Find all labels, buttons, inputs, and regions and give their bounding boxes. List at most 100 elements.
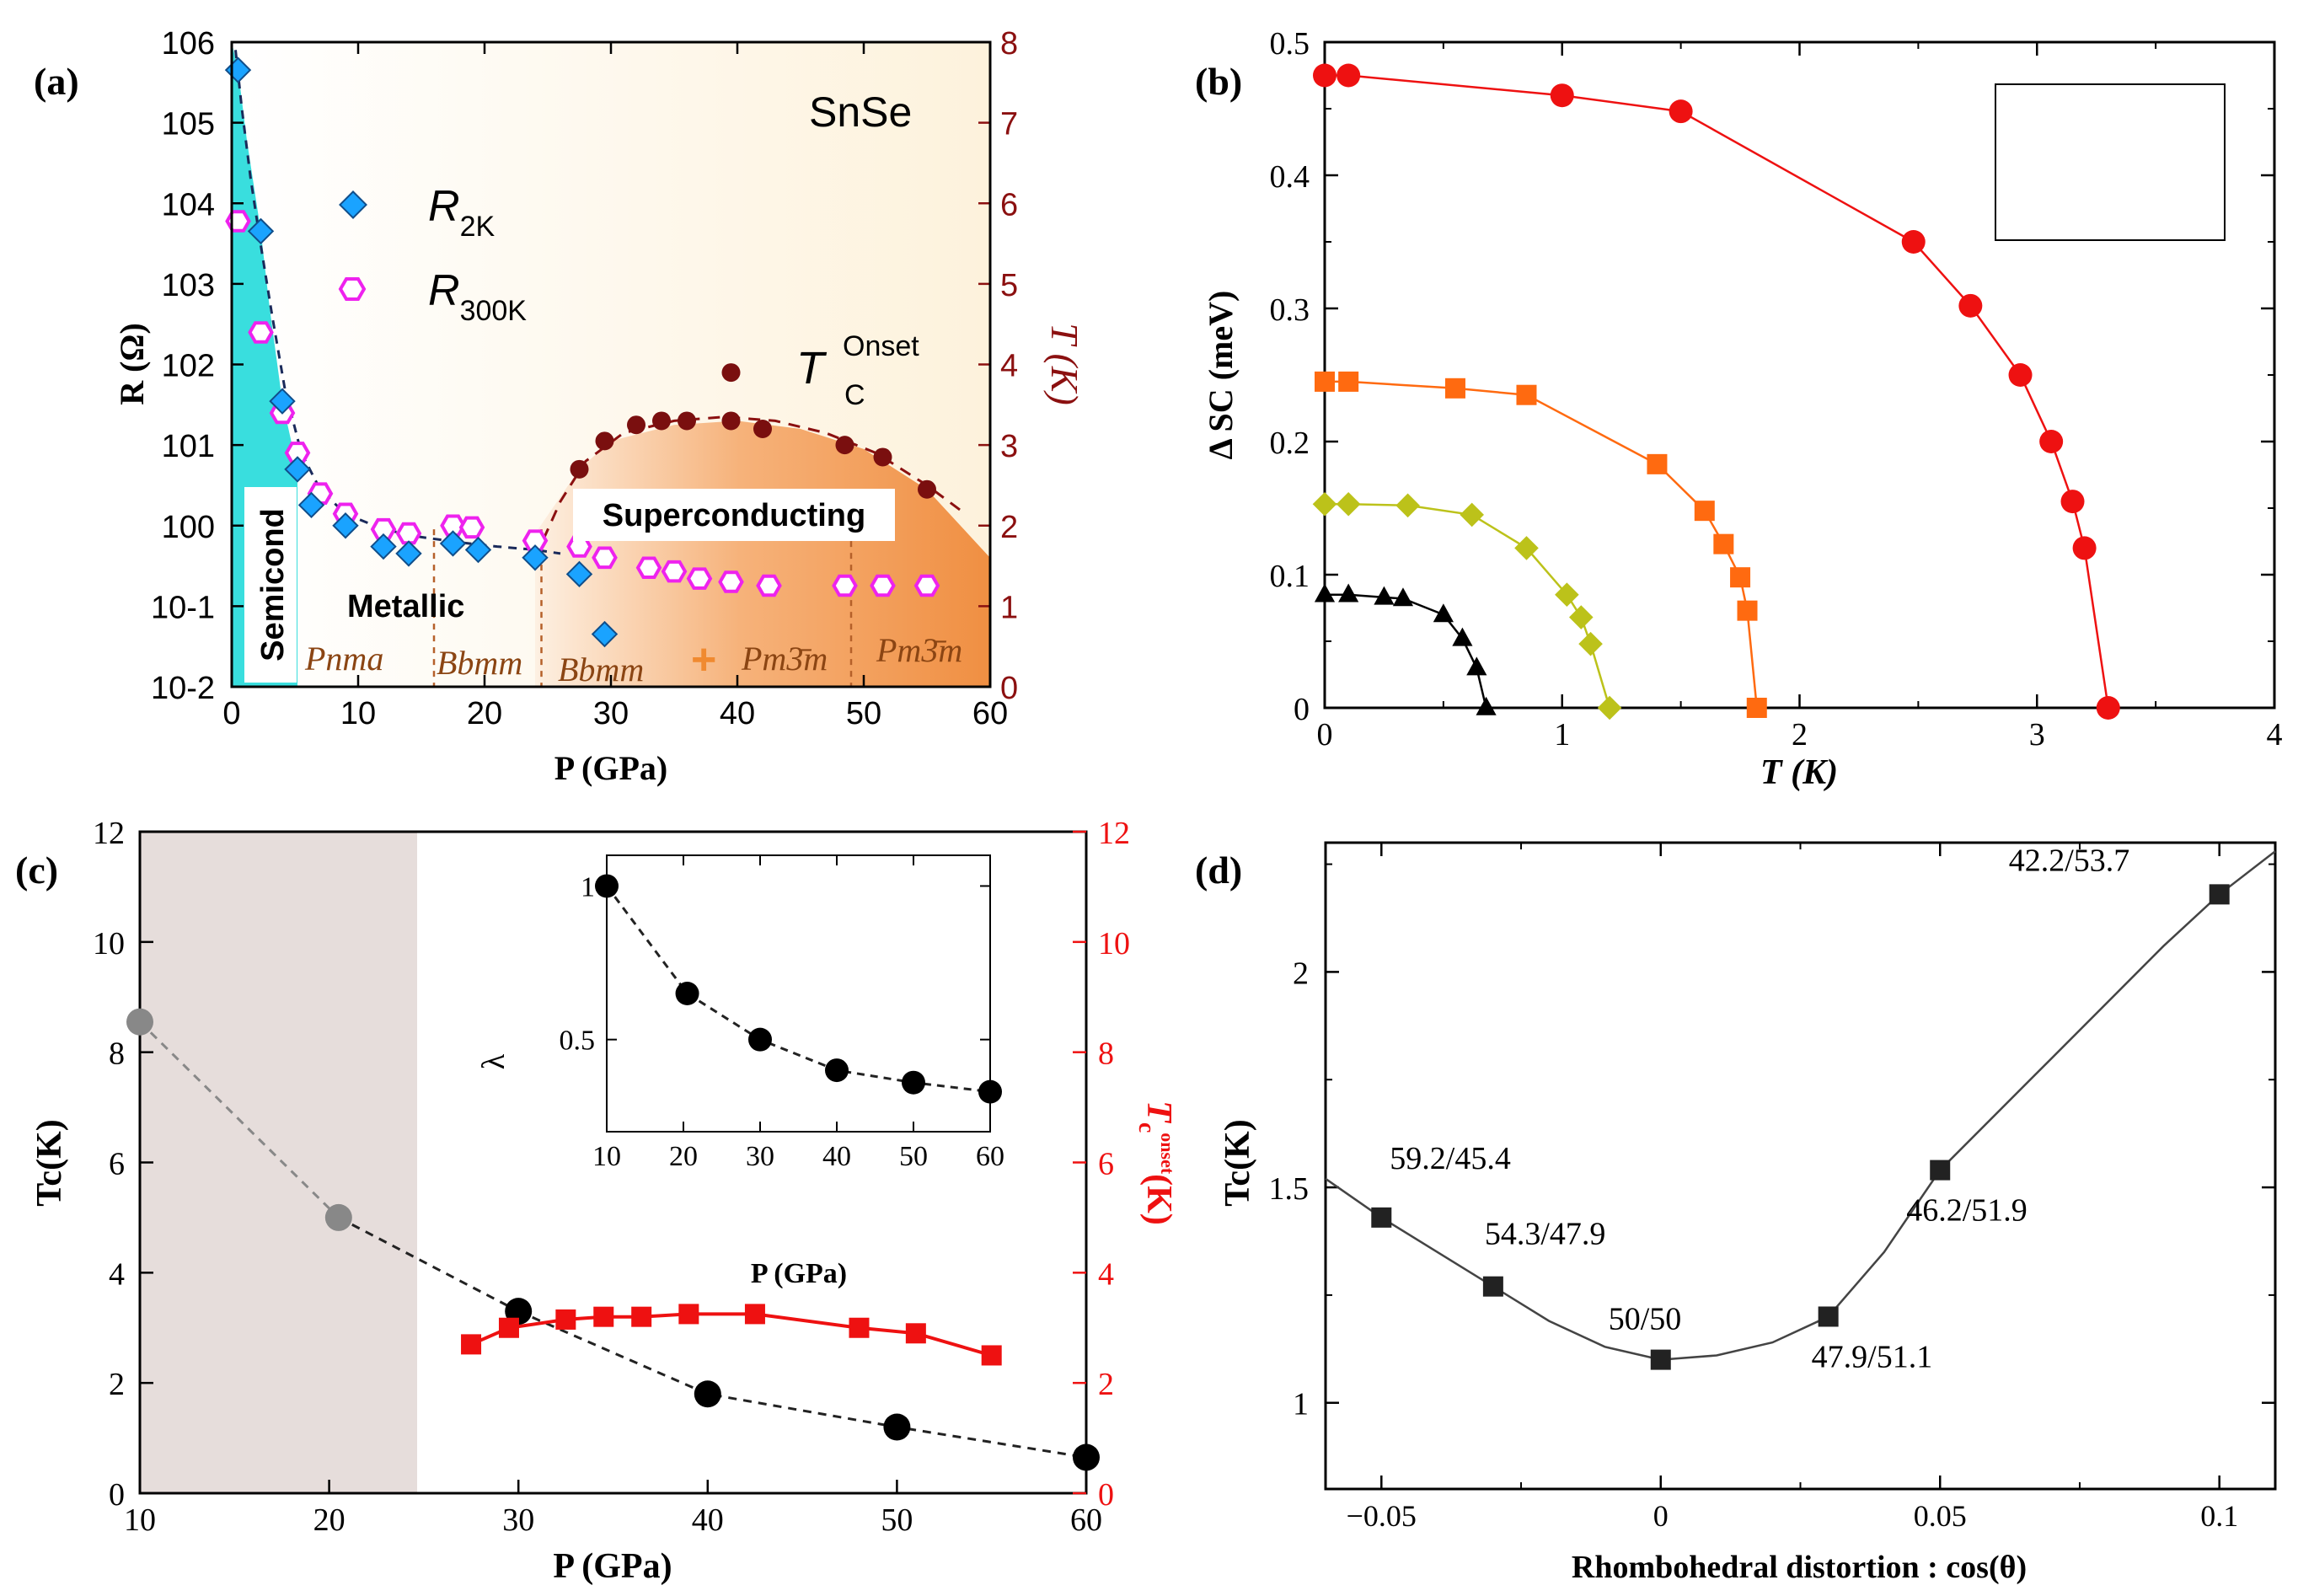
panel-a: 0 10 20 30 40 50 6010-210-11001011021031041051… bbox=[34, 26, 1086, 787]
inset-y-tick-label: 1 bbox=[581, 871, 595, 902]
r300k-point bbox=[686, 567, 713, 590]
tc-onset-point bbox=[678, 1304, 699, 1325]
y-tick-label-c: 10 bbox=[93, 926, 125, 961]
x-tick-label-c: 20 bbox=[313, 1502, 346, 1538]
legend-a-r300k-marker bbox=[338, 277, 367, 301]
r300k-point bbox=[756, 574, 782, 597]
y2-tick-label-c: 6 bbox=[1098, 1147, 1114, 1182]
tc-onset-line bbox=[470, 1312, 993, 1358]
x-tick-label-c: 40 bbox=[692, 1502, 724, 1538]
series-point-b bbox=[1452, 627, 1473, 646]
y2-axis-label-a: T (K) bbox=[1043, 323, 1086, 405]
tc-point-d bbox=[1650, 1349, 1671, 1370]
tc-point-label-d: 42.2/53.7 bbox=[2009, 843, 2130, 878]
x-tick-label-a: 50 bbox=[846, 696, 881, 731]
inset-y-tick-label: 0.5 bbox=[560, 1026, 596, 1057]
series-point-b bbox=[1958, 293, 1983, 318]
tc-black-point bbox=[1073, 1443, 1100, 1471]
x-axis-label-d: Rhombohedral distortion : cos(θ) bbox=[1572, 1550, 2027, 1585]
y-tick-label-d: 1.5 bbox=[1269, 1171, 1310, 1207]
y2-tick-label-a: 3 bbox=[1000, 429, 1018, 464]
panel-d-label: (d) bbox=[1195, 849, 1242, 892]
x-tick-label-b: 0 bbox=[1317, 717, 1333, 752]
tc-grey-point bbox=[324, 1203, 352, 1231]
series-point-b bbox=[1476, 696, 1497, 715]
y2-tick-label-a: 8 bbox=[1000, 26, 1018, 62]
x-tick-label-a: 10 bbox=[340, 696, 376, 731]
inset-lambda-line bbox=[605, 885, 991, 1094]
tc-onset-point bbox=[555, 1309, 576, 1330]
y2-tick-label-c: 8 bbox=[1098, 1036, 1114, 1072]
series-point-b bbox=[1597, 695, 1622, 720]
y-tick-label-a: 100 bbox=[162, 510, 215, 545]
y-tick-label-a: 10-1 bbox=[151, 590, 215, 625]
x-tick-label-d: 0 bbox=[1653, 1499, 1669, 1533]
series-line-b bbox=[1325, 380, 1759, 709]
x-axis-label-b: T (K) bbox=[1760, 753, 1838, 792]
y2-tick-label-a: 7 bbox=[1000, 107, 1018, 142]
plot-a-frame bbox=[230, 40, 992, 688]
superconducting-region bbox=[535, 420, 990, 687]
y-tick-label-d: 2 bbox=[1293, 956, 1309, 991]
y2-tick-label-c: 12 bbox=[1098, 816, 1130, 851]
tc-onset-point bbox=[744, 1304, 765, 1325]
inset-lambda-point bbox=[825, 1058, 849, 1083]
plot-d-frame bbox=[1324, 841, 2277, 1491]
plus-marker: + bbox=[691, 635, 716, 684]
tc-onset-point bbox=[981, 1345, 1002, 1366]
series-point-b bbox=[1694, 501, 1715, 522]
x-tick-label-c: 50 bbox=[881, 1502, 913, 1538]
series-point-b bbox=[2096, 696, 2120, 720]
tc-onset-annotation-sup: Onset bbox=[843, 330, 919, 362]
legend-a-r300k: R300K bbox=[428, 266, 527, 327]
r300k-point bbox=[395, 522, 422, 545]
series-point-b bbox=[1315, 371, 1335, 392]
tc-onset-point bbox=[595, 431, 614, 451]
tc-fit-curve bbox=[533, 415, 966, 559]
r300k-point bbox=[913, 574, 940, 597]
tc-onset-point bbox=[905, 1323, 926, 1344]
tc-onset-point bbox=[918, 479, 936, 499]
series-point-b bbox=[1550, 83, 1574, 108]
x-tick-label-c: 60 bbox=[1070, 1502, 1102, 1538]
series-point-b bbox=[2060, 490, 2085, 514]
x-tick-label-d: 0.1 bbox=[2200, 1499, 2238, 1533]
r300k-point bbox=[635, 556, 662, 579]
y2-tick-label-a: 4 bbox=[1000, 349, 1018, 384]
series-point-b bbox=[2039, 430, 2064, 453]
x-tick-label-c: 30 bbox=[502, 1502, 534, 1538]
tc-grey-line bbox=[138, 1020, 340, 1218]
y-tick-label-b: 0.1 bbox=[1270, 559, 1310, 594]
tc-onset-point bbox=[593, 1306, 614, 1327]
series-point-b bbox=[1374, 586, 1395, 605]
y-tick-label-a: 101 bbox=[162, 429, 215, 464]
series-point-b bbox=[1514, 536, 1539, 560]
y2-tick-label-c: 4 bbox=[1098, 1256, 1114, 1292]
r300k-point bbox=[661, 560, 688, 583]
tc-point-d bbox=[2209, 884, 2230, 905]
inset-lambda-point bbox=[978, 1079, 1002, 1104]
r2k-point bbox=[464, 536, 492, 564]
y-tick-label-a: 10-2 bbox=[151, 671, 215, 706]
y-tick-label-c: 4 bbox=[109, 1256, 125, 1292]
tc-onset-point bbox=[498, 1317, 519, 1338]
x-tick-label-b: 4 bbox=[2267, 717, 2283, 752]
series-point-b bbox=[1338, 371, 1359, 392]
series-point-b bbox=[2008, 363, 2033, 387]
r2k-point bbox=[591, 620, 619, 648]
y-tick-label-a: 102 bbox=[162, 349, 215, 384]
inset-x-axis-label: P (GPa) bbox=[751, 1258, 847, 1289]
x-tick-label-a: 20 bbox=[467, 696, 502, 731]
panel-d: −0.05 0 0.05 0.1 1 1.5 2 59.2/45.4 54.3/47.9 50/5… bbox=[1195, 841, 2277, 1585]
region-metallic-label: Metallic bbox=[347, 589, 464, 624]
inset-frame bbox=[606, 854, 991, 1133]
tc-point-label-d: 47.9/51.1 bbox=[1812, 1339, 1933, 1374]
y-tick-label-c: 8 bbox=[109, 1036, 125, 1072]
series-point-b bbox=[1647, 453, 1668, 474]
x-tick-label-b: 3 bbox=[2029, 717, 2045, 752]
series-point-b bbox=[1568, 605, 1594, 629]
y2-tick-label-a: 2 bbox=[1000, 510, 1018, 545]
tc-point-d bbox=[1818, 1306, 1839, 1327]
region-superconducting-label: Superconducting bbox=[603, 498, 865, 533]
